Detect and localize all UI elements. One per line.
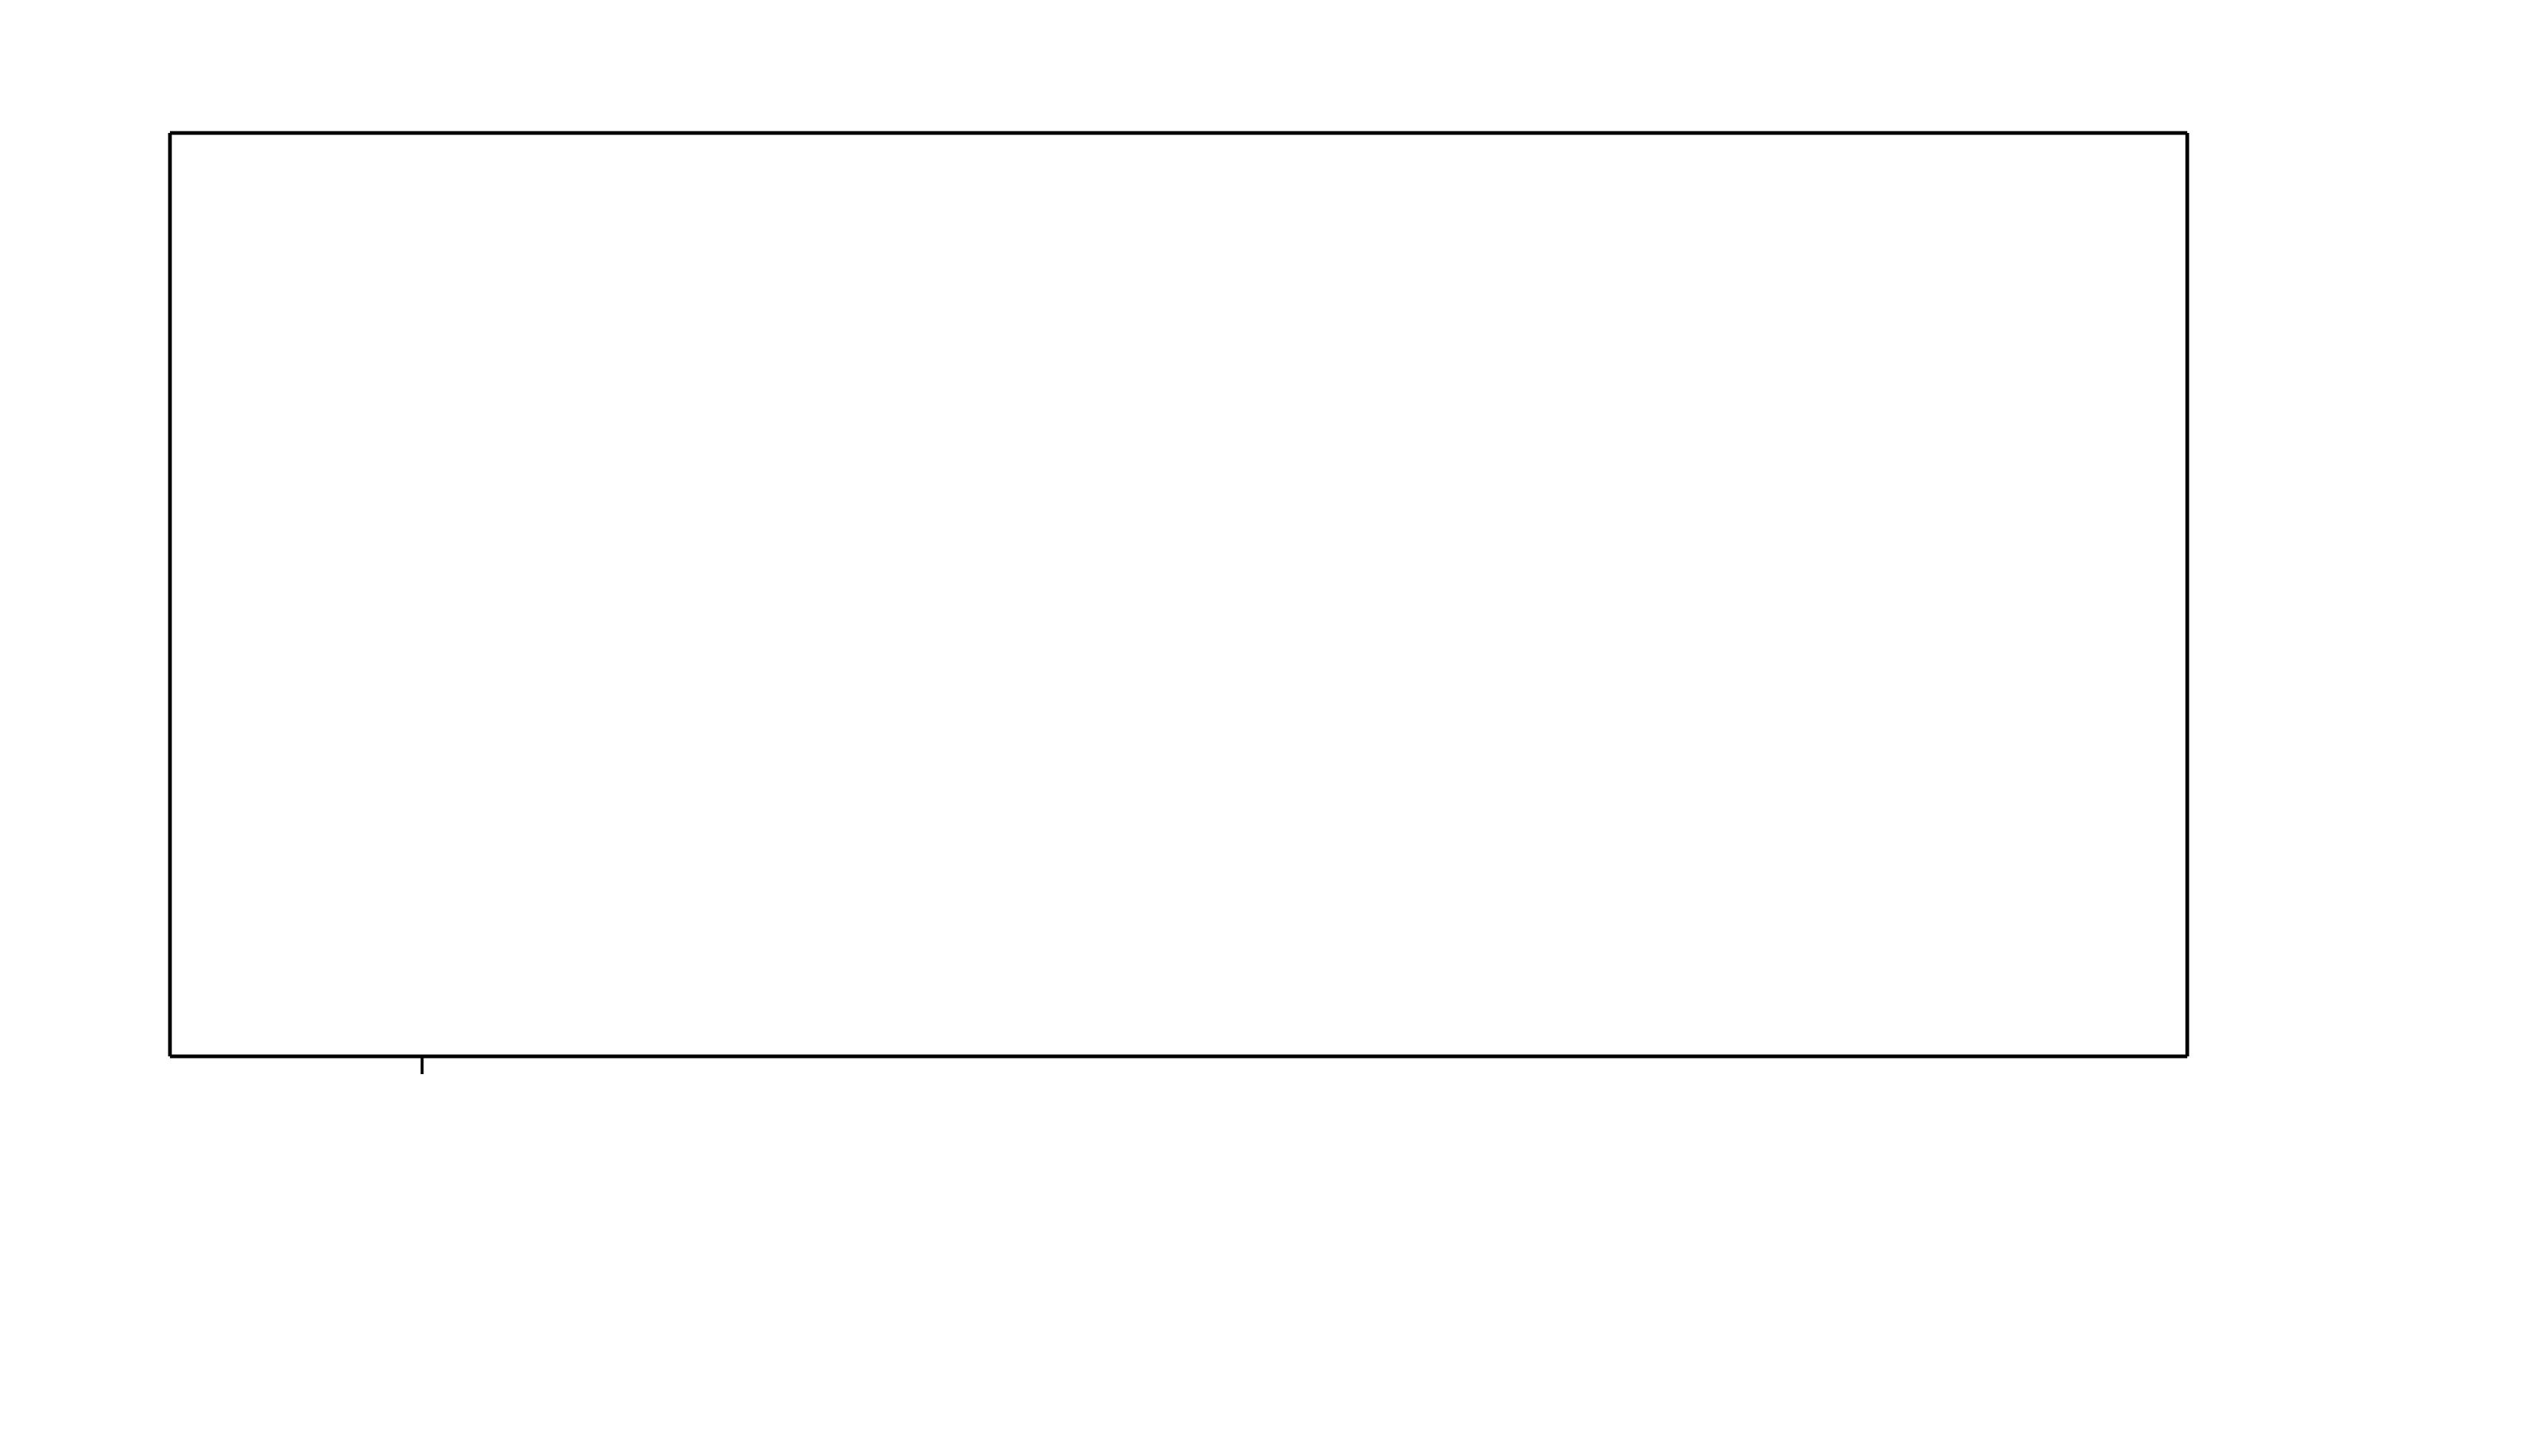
chart-container xyxy=(0,0,2522,1456)
background xyxy=(0,0,2522,1456)
scatter-chart xyxy=(0,0,2522,1456)
